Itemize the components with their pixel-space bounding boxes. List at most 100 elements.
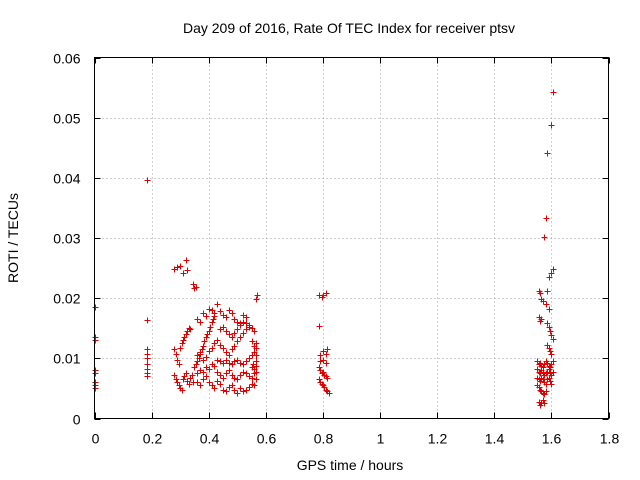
data-point — [92, 370, 99, 377]
data-point — [237, 334, 244, 341]
data-point — [226, 307, 233, 314]
data-point — [546, 366, 553, 373]
data-point — [537, 360, 544, 367]
data-point — [206, 306, 213, 313]
data-point — [229, 334, 236, 341]
data-point — [550, 336, 557, 343]
data-point — [546, 375, 553, 382]
data-point — [538, 316, 545, 323]
data-point — [220, 387, 227, 394]
data-point — [320, 348, 327, 355]
plot-frame — [94, 57, 609, 419]
data-point — [249, 338, 256, 345]
data-point — [223, 349, 230, 356]
data-point — [243, 314, 250, 321]
data-point — [194, 370, 201, 377]
axis-ticks — [94, 57, 610, 420]
data-point — [253, 369, 260, 376]
data-point — [231, 387, 238, 394]
data-point — [217, 372, 224, 379]
data-point — [184, 267, 191, 274]
y-tick-label: 0.03 — [53, 231, 80, 247]
x-tick-label: 1 — [377, 431, 385, 447]
x-tick-label: 1.8 — [600, 431, 620, 447]
y-tick-label: 0.02 — [53, 291, 80, 307]
data-point — [548, 381, 555, 388]
data-point — [223, 357, 230, 364]
data-point — [540, 397, 547, 404]
data-point — [229, 382, 236, 389]
data-point — [174, 357, 181, 364]
data-point — [317, 352, 324, 359]
data-point — [214, 337, 221, 344]
data-point — [540, 298, 547, 305]
data-point — [541, 400, 548, 407]
x-tick-label: 0.2 — [143, 431, 163, 447]
y-tick-label: 0.05 — [53, 111, 80, 127]
data-point — [207, 324, 214, 331]
data-point — [173, 351, 180, 358]
data-point — [541, 234, 548, 241]
data-point — [206, 366, 213, 373]
data-point — [144, 373, 151, 380]
data-point — [200, 310, 207, 317]
data-point — [206, 379, 213, 386]
data-point — [183, 331, 190, 338]
data-point — [211, 340, 218, 347]
data-point — [546, 324, 553, 331]
data-point — [253, 352, 260, 359]
y-tick-label: 0.01 — [53, 351, 80, 367]
data-point — [211, 363, 218, 370]
data-point — [324, 375, 331, 382]
data-point — [173, 376, 180, 383]
data-point — [240, 369, 247, 376]
data-point — [316, 376, 323, 383]
data-point — [234, 357, 241, 364]
data-point — [316, 364, 323, 371]
data-point — [229, 310, 236, 317]
data-point — [544, 288, 551, 295]
data-point — [206, 348, 213, 355]
data-point — [234, 319, 241, 326]
data-point — [326, 390, 333, 397]
data-point — [180, 376, 187, 383]
data-point — [546, 306, 553, 313]
data-point — [253, 358, 260, 365]
data-point — [171, 372, 178, 379]
y-tick-label: 0 — [73, 412, 81, 428]
data-point — [234, 376, 241, 383]
data-point — [211, 385, 218, 392]
data-point — [217, 342, 224, 349]
data-point — [203, 313, 210, 320]
data-point — [92, 385, 99, 392]
data-point — [254, 292, 261, 299]
data-point — [211, 310, 218, 317]
data-point — [209, 319, 216, 326]
data-point — [180, 270, 187, 277]
data-point — [209, 345, 216, 352]
data-point — [217, 308, 224, 315]
x-tick-label: 1.2 — [428, 431, 448, 447]
data-point — [200, 343, 207, 350]
data-point — [223, 314, 230, 321]
data-point — [546, 274, 553, 281]
data-point — [226, 352, 233, 359]
data-point — [550, 266, 557, 273]
data-point — [544, 320, 551, 327]
data-points — [92, 89, 557, 409]
data-point — [92, 337, 99, 344]
data-point — [189, 372, 196, 379]
data-point — [220, 324, 227, 331]
data-point — [231, 316, 238, 323]
data-point — [144, 317, 151, 324]
data-point — [176, 382, 183, 389]
data-point — [174, 264, 181, 271]
data-point — [210, 316, 217, 323]
data-point — [537, 370, 544, 377]
data-point — [193, 284, 200, 291]
data-point — [217, 381, 224, 388]
data-point — [323, 387, 330, 394]
data-point — [231, 343, 238, 350]
data-point — [253, 376, 260, 383]
